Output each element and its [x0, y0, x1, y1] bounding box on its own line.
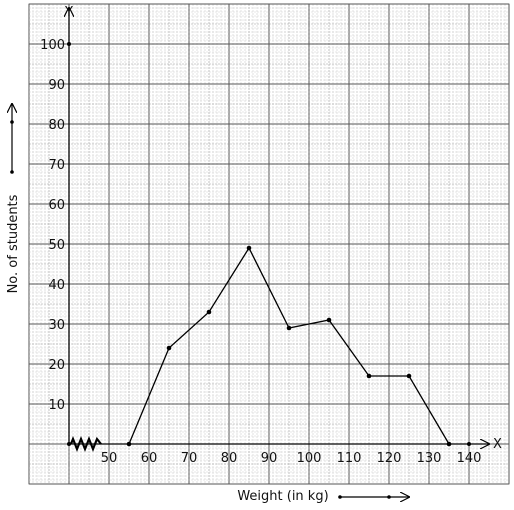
x-axis-label: Weight (in kg)	[237, 489, 328, 504]
data-point	[326, 317, 332, 323]
grid	[28, 3, 510, 485]
data-point	[406, 373, 412, 379]
y-axis-name: Y	[64, 5, 73, 20]
tick-labels: 50 60 70 80 90 100 110 120 130 140 10 20 30 40 50 60 70 8…	[40, 38, 481, 466]
y-tick-label: 20	[48, 358, 65, 373]
data-point	[446, 441, 452, 447]
y-tick-label: 100	[40, 38, 65, 53]
x-tick-label: 70	[181, 451, 198, 466]
y-axis-top-point	[67, 42, 71, 46]
x-tick-label: 60	[141, 451, 158, 466]
data-point	[286, 325, 292, 331]
x-tick-label: 140	[457, 451, 482, 466]
x-axis-point-140	[467, 442, 471, 446]
data-point	[366, 373, 372, 379]
y-tick-label: 60	[48, 198, 65, 213]
y-tick-label: 70	[48, 158, 65, 173]
y-tick-label: 90	[48, 78, 65, 93]
x-tick-label: 130	[417, 451, 442, 466]
y-tick-label: 10	[48, 398, 65, 413]
y-tick-label: 30	[48, 318, 65, 333]
y-tick-label: 80	[48, 118, 65, 133]
data-point	[246, 245, 252, 251]
y-axis-label: No. of students	[6, 194, 21, 293]
x-tick-label: 120	[377, 451, 402, 466]
data-point	[126, 441, 132, 447]
series-polygon	[126, 245, 471, 447]
axes	[67, 8, 489, 452]
x-tick-label: 90	[261, 451, 278, 466]
data-point	[206, 309, 212, 315]
x-tick-label: 100	[297, 451, 322, 466]
x-tick-label: 50	[101, 451, 118, 466]
x-tick-label: 80	[221, 451, 238, 466]
x-axis-name: X	[493, 437, 502, 452]
y-direction-arrow	[10, 104, 14, 174]
x-tick-label: 110	[337, 451, 362, 466]
origin-point	[67, 442, 71, 446]
data-point	[166, 345, 172, 351]
y-tick-label: 50	[48, 238, 65, 253]
x-axis-break	[69, 436, 102, 452]
x-direction-arrow	[338, 495, 409, 499]
y-tick-label: 40	[48, 278, 65, 293]
